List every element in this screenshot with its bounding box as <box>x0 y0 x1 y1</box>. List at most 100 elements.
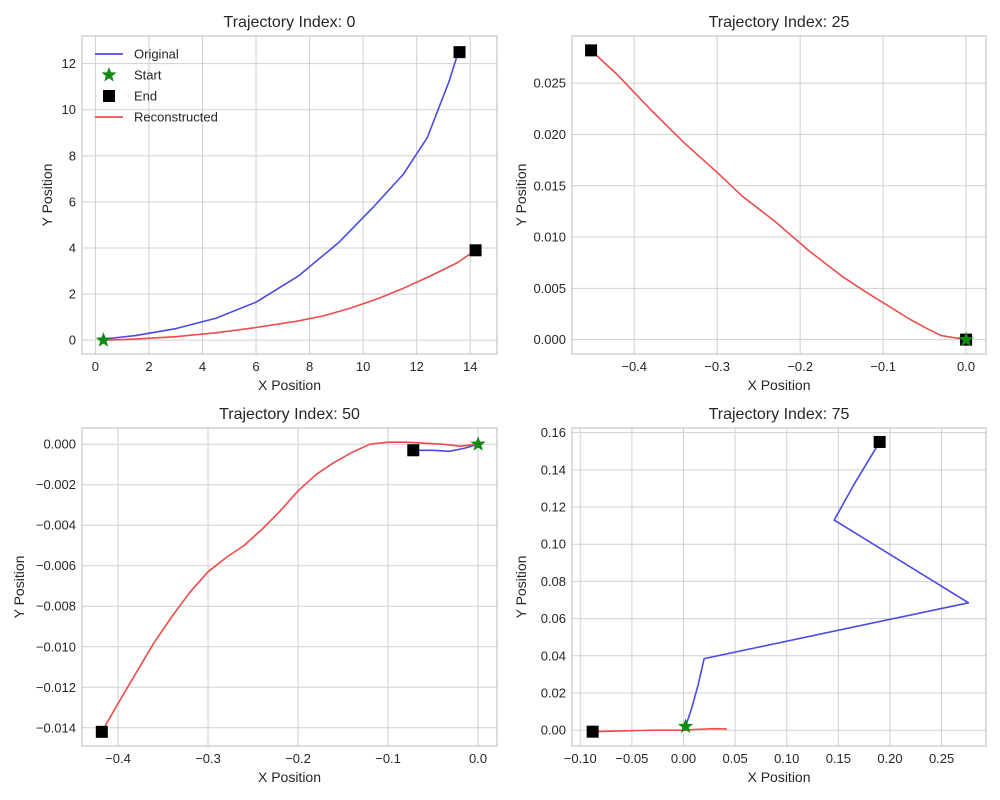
y-axis-label: Y Position <box>513 164 529 227</box>
y-axis-label: Y Position <box>39 164 55 227</box>
legend-item-original: Original <box>95 47 179 62</box>
y-tick-label: −0.006 <box>36 558 76 573</box>
x-tick-label: 0.25 <box>929 751 954 766</box>
y-tick-label: 0.025 <box>533 76 566 91</box>
x-tick-label: −0.2 <box>787 359 813 374</box>
reconstructed-series-line <box>103 249 477 341</box>
y-tick-label: 0.06 <box>541 611 566 626</box>
reconstructed-series-line <box>590 49 967 341</box>
start-marker <box>470 436 486 451</box>
subplot-title: Trajectory Index: 25 <box>709 14 850 31</box>
y-tick-label: 0.020 <box>533 127 566 142</box>
y-tick-label: 12 <box>62 56 76 71</box>
subplot-1: −0.4 −0.3 −0.2 −0.1 0.0 0.000 0.005 0.010 0.015 0… <box>513 14 987 393</box>
y-tick-label: 8 <box>69 148 76 163</box>
subplot-title: Trajectory Index: 75 <box>709 406 850 423</box>
legend-label-start: Start <box>134 68 162 83</box>
legend-item-reconstructed: Reconstructed <box>95 110 218 125</box>
x-axis-label: X Position <box>258 769 321 785</box>
y-axis-label: Y Position <box>513 556 529 619</box>
x-tick-label: −0.4 <box>621 359 647 374</box>
x-axis-label: X Position <box>747 769 810 785</box>
end-marker <box>873 435 886 448</box>
plot-area <box>590 49 967 341</box>
x-tick-label: 0 <box>92 359 99 374</box>
x-tick-label: 0.15 <box>826 751 851 766</box>
legend-label-reconstructed: Reconstructed <box>134 110 218 125</box>
x-tick-label: −0.3 <box>704 359 730 374</box>
y-tick-label: −0.012 <box>36 680 76 695</box>
y-tick-label: 0.015 <box>533 178 566 193</box>
end-marker <box>585 44 598 57</box>
original-series-line <box>684 441 970 727</box>
subplot-0: 0 2 4 6 8 10 12 14 0 2 4 6 8 10 12 Trajectory Index: 0 X… <box>39 14 498 393</box>
legend-swatch-end <box>103 90 115 102</box>
end-marker <box>407 444 420 457</box>
reconstructed-series-line <box>101 441 479 733</box>
y-tick-label: −0.008 <box>36 599 76 614</box>
end-marker <box>95 725 108 738</box>
x-tick-label: −0.10 <box>564 751 597 766</box>
x-tick-label: −0.1 <box>870 359 896 374</box>
x-tick-label: −0.05 <box>615 751 648 766</box>
x-tick-label: −0.4 <box>105 751 131 766</box>
end-marker <box>469 244 482 257</box>
x-tick-label: 2 <box>145 359 152 374</box>
y-tick-label: 0.000 <box>533 332 566 347</box>
plot-area <box>101 441 479 733</box>
subplot-title: Trajectory Index: 0 <box>224 14 356 31</box>
original-series-line <box>413 443 479 453</box>
axes-frame <box>571 35 987 355</box>
y-tick-label: 0.02 <box>541 686 566 701</box>
y-tick-label: −0.004 <box>36 518 76 533</box>
subplot-title: Trajectory Index: 50 <box>219 406 360 423</box>
start-marker <box>958 331 974 347</box>
x-tick-label: 4 <box>199 359 206 374</box>
x-axis-label: X Position <box>747 377 810 393</box>
x-tick-label: 6 <box>252 359 259 374</box>
x-tick-label: 10 <box>356 359 370 374</box>
subplot-3: −0.10 −0.05 0.00 0.05 0.10 0.15 0.20 0.25 0.00 0.… <box>513 406 987 785</box>
y-tick-label: −0.002 <box>36 477 76 492</box>
y-tick-label: 0.00 <box>541 723 566 738</box>
y-tick-label: 0.08 <box>541 574 566 589</box>
legend-item-end: End <box>103 89 157 104</box>
x-tick-label: 0.20 <box>877 751 902 766</box>
y-tick-label: −0.010 <box>36 639 76 654</box>
x-tick-label: 0.0 <box>469 751 487 766</box>
x-tick-label: 8 <box>306 359 313 374</box>
x-tick-label: 0.05 <box>722 751 747 766</box>
y-tick-label: 0.04 <box>541 648 566 663</box>
plot-area <box>103 51 477 341</box>
x-tick-label: 0.00 <box>671 751 696 766</box>
y-tick-label: −0.014 <box>36 720 76 735</box>
axes-frame <box>571 427 987 747</box>
legend-label-original: Original <box>134 47 179 62</box>
original-series-line <box>103 51 461 340</box>
legend: Original Start End Reconstructed <box>95 47 218 125</box>
x-tick-label: 12 <box>409 359 423 374</box>
axes-frame <box>81 35 498 355</box>
y-tick-label: 0.12 <box>541 500 566 515</box>
x-tick-label: −0.1 <box>375 751 401 766</box>
legend-label-end: End <box>134 89 157 104</box>
y-tick-label: 0.005 <box>533 281 566 296</box>
y-tick-label: 6 <box>69 194 76 209</box>
legend-item-start: Start <box>101 67 162 83</box>
y-tick-label: 0.14 <box>541 462 566 477</box>
y-tick-label: 0.16 <box>541 425 566 440</box>
y-tick-label: 0.000 <box>43 437 76 452</box>
y-tick-label: 4 <box>69 241 76 256</box>
x-tick-label: 0.0 <box>957 359 975 374</box>
y-tick-label: 2 <box>69 287 76 302</box>
y-tick-label: 0.10 <box>541 537 566 552</box>
y-tick-label: 0 <box>69 333 76 348</box>
end-marker <box>586 725 599 738</box>
x-tick-label: −0.2 <box>285 751 311 766</box>
x-tick-label: −0.3 <box>195 751 221 766</box>
start-marker <box>677 718 694 733</box>
y-tick-label: 10 <box>62 102 76 117</box>
x-tick-label: 14 <box>463 359 477 374</box>
start-marker <box>95 332 112 347</box>
